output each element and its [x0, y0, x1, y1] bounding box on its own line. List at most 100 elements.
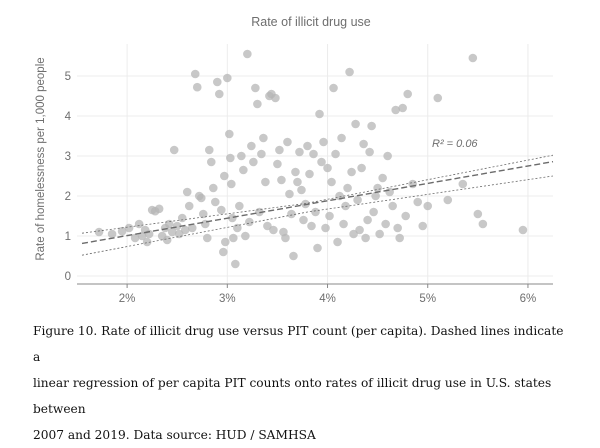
y-tick-label: 4 — [65, 111, 72, 123]
y-tick-label: 3 — [65, 151, 71, 163]
data-point — [375, 229, 384, 239]
data-point — [291, 167, 300, 177]
y-axis-label: Rate of homelessness per 1,000 people — [35, 57, 47, 260]
x-tick-label: 2% — [119, 293, 136, 305]
data-point — [220, 171, 229, 181]
regression-line — [81, 160, 554, 245]
data-point — [228, 213, 237, 223]
data-point — [192, 82, 202, 92]
regression-lines — [81, 154, 554, 256]
data-point — [345, 67, 354, 77]
data-point — [198, 209, 208, 219]
data-point — [339, 219, 348, 229]
data-point — [295, 147, 304, 157]
data-point — [287, 209, 296, 219]
data-point — [378, 173, 387, 183]
data-point — [208, 183, 218, 193]
data-point — [433, 93, 443, 103]
data-point — [164, 219, 174, 229]
data-point — [233, 223, 242, 233]
y-tick-label: 1 — [65, 231, 71, 243]
x-tick-label: 6% — [520, 293, 537, 305]
x-tick-label: 5% — [419, 293, 436, 305]
data-point — [369, 207, 378, 217]
data-point — [323, 163, 332, 173]
data-point — [184, 201, 194, 211]
data-point — [305, 169, 314, 179]
data-point — [329, 83, 338, 93]
data-point — [393, 223, 402, 233]
data-point — [413, 197, 423, 207]
data-point — [275, 145, 284, 155]
data-point — [313, 243, 322, 253]
data-point — [383, 151, 392, 161]
x-tick-label: 3% — [219, 293, 236, 305]
data-point — [319, 137, 328, 147]
data-point — [367, 121, 376, 131]
data-point — [223, 73, 232, 83]
data-point — [398, 103, 407, 113]
data-point — [247, 141, 256, 151]
data-point — [309, 149, 318, 159]
data-point — [144, 229, 154, 239]
data-point — [251, 83, 260, 93]
data-point — [187, 223, 197, 233]
data-point — [169, 145, 179, 155]
data-point — [167, 227, 177, 237]
data-point — [177, 213, 187, 223]
data-point — [124, 223, 134, 233]
data-point — [117, 226, 127, 236]
data-point — [235, 201, 244, 211]
data-point — [154, 204, 164, 214]
data-point — [285, 189, 294, 199]
data-point — [317, 157, 326, 167]
data-point — [231, 259, 240, 269]
data-point — [130, 233, 140, 243]
data-point — [353, 195, 362, 205]
y-tick-label: 5 — [65, 71, 71, 83]
data-point — [355, 225, 364, 235]
data-point — [293, 177, 302, 187]
data-point — [299, 215, 308, 225]
data-point — [227, 179, 236, 189]
data-point — [458, 179, 468, 189]
data-point — [468, 53, 478, 63]
data-point — [221, 237, 230, 247]
data-point — [391, 105, 400, 115]
data-point — [206, 157, 216, 167]
data-point — [259, 133, 268, 143]
data-point — [333, 237, 342, 247]
data-point — [303, 141, 312, 151]
data-point — [388, 201, 397, 211]
data-point — [239, 165, 248, 175]
data-point — [315, 109, 324, 119]
data-point — [373, 183, 382, 193]
data-point — [281, 233, 290, 243]
data-point — [182, 187, 192, 197]
r-squared-annotation: R² = 0.06 — [432, 138, 478, 150]
data-point — [225, 129, 234, 139]
data-point — [325, 211, 334, 221]
data-point — [418, 221, 428, 231]
data-point — [94, 227, 104, 237]
data-point — [190, 69, 200, 79]
data-points — [94, 49, 528, 269]
y-tick-label: 2 — [65, 191, 71, 203]
data-point — [277, 175, 286, 185]
data-point — [443, 195, 453, 205]
scatter-chart: Rate of illicit drug use Rate of homeles… — [35, 15, 554, 305]
data-point — [204, 145, 214, 155]
data-point — [219, 247, 228, 257]
data-point — [363, 215, 372, 225]
data-point — [307, 221, 316, 231]
data-point — [289, 251, 298, 261]
data-point — [473, 209, 483, 219]
data-point — [217, 205, 226, 215]
axes: 2% 3% 4% 5% 6% 0 1 2 3 4 5 — [65, 71, 553, 305]
data-point — [172, 221, 182, 231]
data-point — [327, 177, 336, 187]
data-point — [408, 179, 418, 189]
data-point — [518, 225, 528, 235]
data-point — [261, 177, 270, 187]
data-point — [269, 225, 278, 235]
